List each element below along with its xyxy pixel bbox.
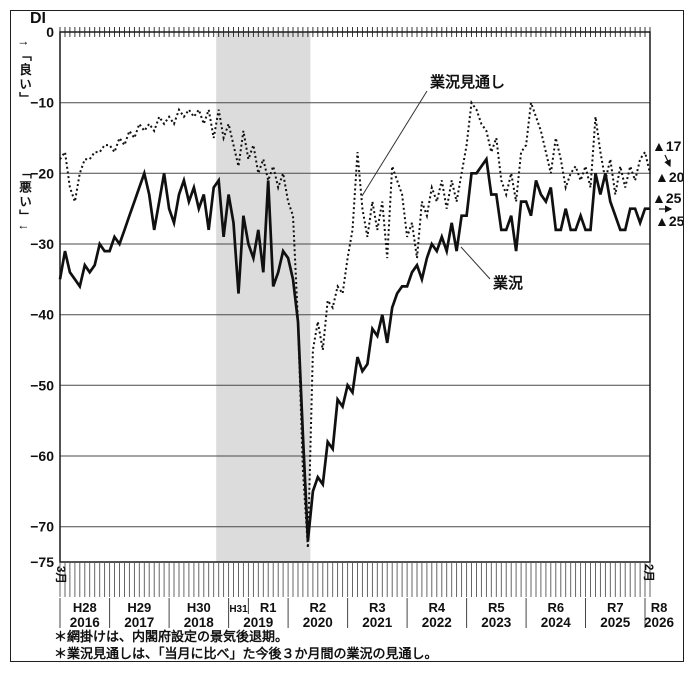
- x-axis-label: 2022: [422, 615, 452, 630]
- x-axis-label: R5: [488, 600, 505, 615]
- series-label-outlook: 業況見通し: [429, 73, 505, 91]
- year-separators: [59, 598, 646, 628]
- y-tick-label: −20: [30, 165, 54, 181]
- y-tick-label: 0: [46, 24, 54, 40]
- chart-overlay: DI 3月 2月 業況見通し 業況 ▲17 ▲20 ▲25 ▲25: [30, 10, 685, 584]
- x-axis-label: 2023: [481, 615, 512, 630]
- annotation-actual-from: ▲25: [652, 190, 682, 206]
- y-axis-bad-annotation: 「悪い」↓: [17, 166, 31, 233]
- x-axis-label: 2025: [600, 615, 631, 630]
- di-axis-title: DI: [30, 10, 46, 27]
- annotation-outlook-from: ▲17: [652, 138, 682, 154]
- x-axis-label: 2019: [243, 615, 273, 630]
- footnotes: ＊網掛けは、内閣府設定の景気後退期。 ＊業況見通しは、「当月に比べ」た今後３か月…: [54, 629, 438, 662]
- annotation-outlook-to: ▲20: [655, 169, 685, 185]
- y-tick-labels: 0 −10 −20 −30 −40 −50 −60 −70 −75: [30, 24, 54, 570]
- x-axis-label: H28: [73, 600, 97, 615]
- series-outlook-line: [59, 100, 651, 548]
- bottom-ticks: [59, 563, 651, 597]
- x-axis-label: 2024: [541, 615, 572, 630]
- x-start-month-label: 3月: [54, 566, 67, 584]
- x-axis-label: R6: [547, 600, 564, 615]
- x-axis-label: R4: [428, 600, 445, 615]
- series-actual-line: [58, 155, 650, 541]
- y-tick-label: −10: [30, 95, 54, 111]
- footnote-recession: ＊網掛けは、内閣府設定の景気後退期。: [54, 629, 289, 644]
- x-end-month-label: 2月: [642, 564, 655, 582]
- x-axis-label: 2020: [303, 615, 333, 630]
- x-axis-label: 2021: [362, 615, 393, 630]
- x-axis-label: R3: [369, 600, 386, 615]
- series-label-actual: 業況: [492, 274, 523, 292]
- gridlines: [60, 31, 650, 563]
- footnote-outlook-definition: ＊業況見通しは、「当月に比べ」た今後３か月間の業況の見通し。: [54, 645, 438, 661]
- y-tick-label: −60: [30, 448, 54, 464]
- y-tick-label: −40: [30, 307, 54, 323]
- plot-border: [59, 31, 651, 563]
- x-axis-label: H29: [127, 600, 151, 615]
- outlook-change-arrow: [664, 154, 671, 168]
- x-axis-label: 2018: [184, 615, 215, 630]
- x-axis-label: 2026: [644, 615, 675, 630]
- x-axis-label: H31: [229, 604, 248, 615]
- plot-border-layer: [59, 31, 651, 563]
- x-axis-label: R1: [260, 600, 277, 615]
- y-tick-label: −30: [30, 236, 54, 252]
- y-tick-label: −50: [30, 377, 54, 393]
- x-axis-label: R8: [651, 600, 668, 615]
- annotation-actual-to: ▲25: [655, 213, 685, 229]
- y-tick-label: −75: [30, 554, 54, 570]
- x-axis-label: 2017: [124, 615, 154, 630]
- x-axis-label: 2016: [70, 615, 101, 630]
- actual-leader-line: [460, 246, 491, 280]
- x-axis-label: R7: [607, 600, 624, 615]
- y-axis-good-annotation: ↑「良い」: [17, 40, 31, 107]
- x-axis-label: H30: [187, 600, 211, 615]
- x-axis-label: R2: [309, 600, 326, 615]
- y-tick-label: −70: [30, 519, 54, 535]
- outlook-leader-line: [361, 90, 428, 197]
- series-lines: [58, 100, 651, 548]
